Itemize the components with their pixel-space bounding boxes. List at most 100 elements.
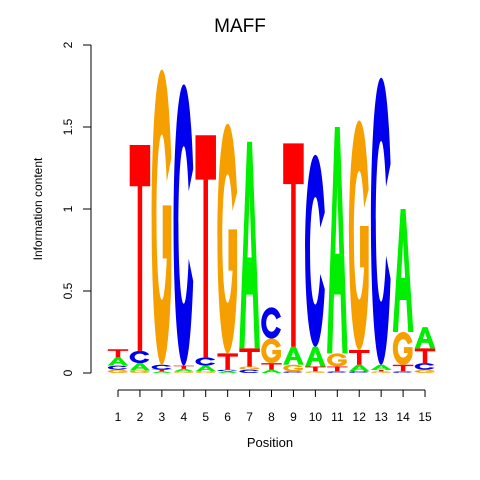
logo-letter-c bbox=[217, 369, 238, 372]
logo-letter-g bbox=[305, 371, 325, 373]
letter-stack bbox=[305, 154, 326, 373]
logo-letter-a bbox=[370, 364, 392, 370]
logo-letter-t bbox=[129, 145, 151, 351]
logo-letter-t bbox=[151, 369, 173, 372]
y-tick-label: 0.5 bbox=[61, 282, 75, 299]
x-tick-label: 5 bbox=[202, 410, 209, 424]
x-ticks: 1 2 3 4 5 6 7 8 9 10 11 12 13 14 15 bbox=[115, 390, 432, 424]
y-ticks: 0 0.5 1 1.5 2 bbox=[61, 41, 91, 376]
logo-letter-c bbox=[327, 371, 347, 373]
logo-letter-g bbox=[173, 371, 194, 373]
logo-letter-t bbox=[107, 349, 129, 358]
logo-letter-g bbox=[283, 364, 303, 372]
y-tick-label: 0 bbox=[61, 369, 75, 376]
x-tick-label: 1 bbox=[115, 410, 122, 424]
letter-stack bbox=[370, 77, 392, 373]
logo-letter-g bbox=[327, 353, 347, 367]
logo-letter-c bbox=[107, 365, 128, 370]
logo-letter-c bbox=[129, 350, 150, 364]
x-tick-label: 15 bbox=[418, 410, 432, 424]
x-tick-label: 13 bbox=[374, 410, 388, 424]
logo-letter-a bbox=[348, 364, 370, 372]
logo-letter-g bbox=[261, 338, 281, 364]
y-axis-label: Information content bbox=[31, 157, 45, 260]
logo-letter-a bbox=[261, 369, 282, 373]
logo-letter-g bbox=[239, 366, 260, 370]
letter-stack bbox=[239, 141, 260, 373]
letter-stack bbox=[217, 123, 238, 373]
x-tick-label: 2 bbox=[137, 410, 144, 424]
chart-title: MAFF bbox=[214, 16, 266, 37]
logo-letter-t bbox=[348, 350, 370, 365]
logo-letter-g bbox=[107, 369, 128, 373]
logo-letter-c bbox=[348, 371, 369, 373]
letter-stack bbox=[261, 307, 282, 373]
logo-letter-c bbox=[370, 77, 391, 365]
logo-letter-c bbox=[414, 363, 435, 370]
logo-letter-c bbox=[305, 154, 325, 347]
logo-letter-t bbox=[305, 366, 326, 372]
x-tick-label: 10 bbox=[309, 410, 323, 424]
x-tick-label: 3 bbox=[159, 410, 166, 424]
logo-letter-t bbox=[195, 135, 216, 358]
logo-letter-a bbox=[129, 363, 151, 371]
logo-letter-g bbox=[370, 371, 391, 373]
x-axis-label: Position bbox=[247, 435, 293, 450]
logo-letter-g bbox=[151, 69, 172, 365]
logo-letter-c bbox=[283, 371, 303, 373]
logo-letter-a bbox=[151, 371, 173, 373]
logo-letter-g bbox=[414, 369, 435, 373]
logo-letter-c bbox=[239, 369, 260, 373]
logo-letter-c bbox=[261, 307, 281, 339]
letter-stack bbox=[392, 209, 414, 373]
logo-letter-a bbox=[173, 368, 195, 372]
logo-letter-t bbox=[414, 348, 436, 364]
letter-stack bbox=[151, 69, 173, 373]
x-tick-label: 8 bbox=[268, 410, 275, 424]
logo-letter-g bbox=[348, 120, 369, 351]
x-tick-label: 6 bbox=[224, 410, 231, 424]
logo-letter-a bbox=[239, 141, 260, 349]
logo-letter-g bbox=[392, 332, 413, 365]
logo-letter-t bbox=[217, 353, 238, 370]
logo-letter-a bbox=[414, 327, 436, 349]
letter-stack bbox=[107, 349, 129, 373]
letter-stack bbox=[348, 120, 370, 373]
y-tick-label: 2 bbox=[61, 41, 75, 48]
logo-letter-a bbox=[392, 209, 414, 332]
x-tick-label: 11 bbox=[331, 410, 344, 424]
logo-letter-a bbox=[327, 127, 348, 354]
letter-stack bbox=[283, 143, 304, 373]
letter-stack bbox=[129, 145, 151, 373]
logo-letter-g bbox=[217, 123, 238, 354]
logo-letter-a bbox=[195, 365, 216, 372]
logo-letter-t bbox=[173, 365, 195, 369]
logo-letter-a bbox=[107, 357, 129, 366]
x-tick-label: 9 bbox=[290, 410, 297, 424]
logo-letter-t bbox=[327, 366, 348, 372]
letter-stack bbox=[414, 327, 436, 373]
logo-letter-a bbox=[305, 346, 326, 367]
logo-letter-a bbox=[217, 371, 238, 373]
y-tick-label: 1 bbox=[61, 205, 75, 212]
letter-stack bbox=[173, 84, 195, 373]
logo-letter-c bbox=[392, 371, 413, 373]
x-tick-label: 4 bbox=[180, 410, 187, 424]
logo-letter-c bbox=[173, 84, 194, 366]
x-tick-label: 7 bbox=[246, 410, 253, 424]
logo-letter-c bbox=[195, 357, 216, 366]
letter-stacks bbox=[107, 69, 436, 373]
x-tick-label: 12 bbox=[353, 410, 367, 424]
logo-letter-g bbox=[129, 370, 150, 373]
logo-letter-t bbox=[239, 348, 260, 367]
logo-letter-t bbox=[370, 369, 392, 372]
logo-letter-a bbox=[283, 346, 304, 365]
logo-letter-c bbox=[151, 364, 172, 370]
logo-letter-g bbox=[195, 371, 216, 373]
y-tick-label: 1.5 bbox=[61, 118, 75, 135]
x-tick-label: 14 bbox=[396, 410, 410, 424]
logo-letter-t bbox=[261, 363, 282, 370]
logo-letter-t bbox=[283, 143, 304, 347]
